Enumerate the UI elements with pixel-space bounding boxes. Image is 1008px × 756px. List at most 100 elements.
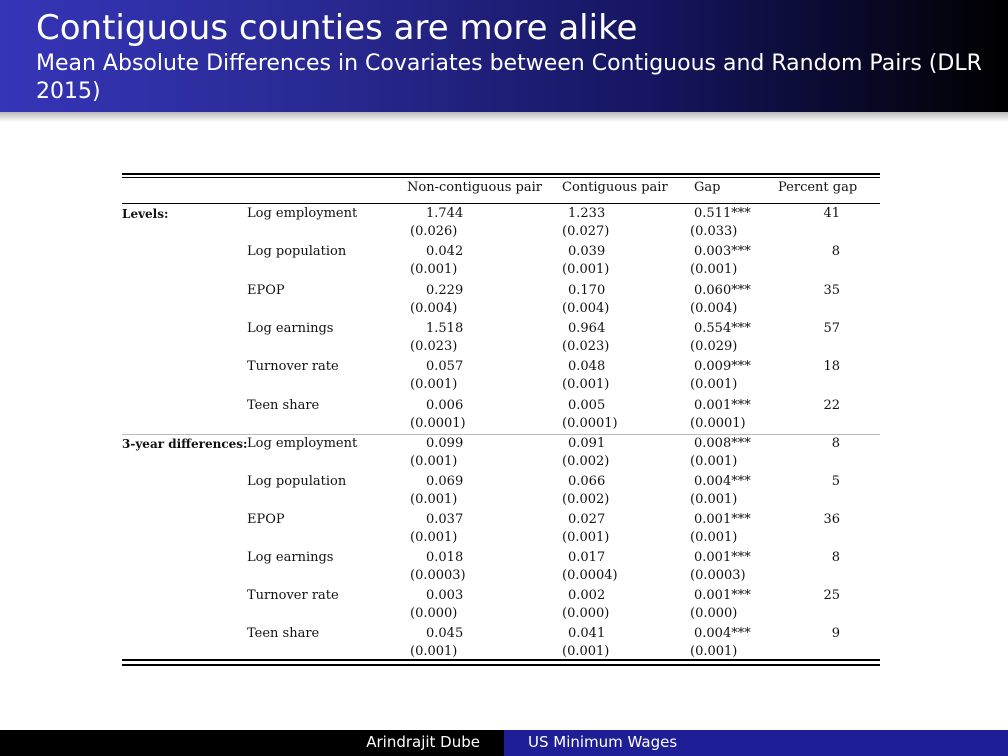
row-variable: Log population [247,474,347,489]
column-header: Gap [694,180,721,195]
percent-gap-value: 5 [831,474,840,489]
contig-value: 0.170 [568,283,606,298]
row-variable: Log employment [247,206,358,221]
contig-value: 0.066 [568,474,606,489]
noncontig-value: 0.069 [426,474,464,489]
gap-value: 0.001*** [694,512,751,527]
footer-bar: Arindrajit Dube US Minimum Wages [0,730,1008,756]
percent-gap-value: 8 [831,436,840,451]
gap-value: 0.001*** [694,550,751,565]
row-variable: Log earnings [247,321,334,336]
gap-value: 0.004*** [694,474,751,489]
row-variable: Turnover rate [247,588,339,603]
contig-se: (0.002) [562,454,610,469]
percent-gap-value: 8 [831,244,840,259]
contig-value: 0.964 [568,321,606,336]
contig-value: 0.002 [568,588,606,603]
contig-se: (0.027) [562,224,610,239]
noncontig-value: 0.042 [426,244,464,259]
percent-gap-value: 18 [823,359,840,374]
row-variable: Log population [247,244,347,259]
row-variable: EPOP [247,512,285,527]
contig-se: (0.001) [562,644,610,659]
gap-value: 0.008*** [694,436,751,451]
percent-gap-value: 41 [823,206,840,221]
percent-gap-value: 25 [823,588,840,603]
contig-se: (0.004) [562,301,610,316]
table-top-rule [122,173,880,175]
contig-se: (0.023) [562,339,610,354]
section-divider [122,434,880,435]
contig-value: 0.041 [568,626,606,641]
gap-se: (0.0001) [690,416,746,431]
contig-value: 0.017 [568,550,606,565]
gap-value: 0.003*** [694,244,751,259]
gap-value: 0.001*** [694,588,751,603]
slide-title: Contiguous counties are more alike [36,8,638,48]
noncontig-se: (0.001) [410,492,458,507]
gap-se: (0.001) [690,492,738,507]
noncontig-value: 0.006 [426,398,464,413]
gap-se: (0.001) [690,530,738,545]
noncontig-se: (0.023) [410,339,458,354]
noncontig-value: 0.057 [426,359,464,374]
row-variable: EPOP [247,283,285,298]
noncontig-se: (0.001) [410,454,458,469]
contig-se: (0.000) [562,606,610,621]
gap-se: (0.001) [690,262,738,277]
percent-gap-value: 22 [823,398,840,413]
noncontig-value: 0.099 [426,436,464,451]
footer-presentation-title: US Minimum Wages [528,733,678,751]
row-variable: Teen share [247,626,320,641]
noncontig-value: 1.518 [426,321,464,336]
noncontig-se: (0.001) [410,644,458,659]
gap-value: 0.009*** [694,359,751,374]
contig-value: 0.091 [568,436,606,451]
contig-se: (0.002) [562,492,610,507]
covariate-table: Non-contiguous pair Contiguous pair Gap Per… [122,172,880,670]
noncontig-se: (0.004) [410,301,458,316]
slide-header: Contiguous counties are more alike Mean … [0,0,1008,112]
noncontig-se: (0.0003) [410,568,466,583]
gap-value: 0.001*** [694,398,751,413]
row-variable: Log earnings [247,550,334,565]
contig-value: 0.005 [568,398,606,413]
contig-se: (0.001) [562,262,610,277]
section-label: 3-year differences: [122,437,248,451]
percent-gap-value: 8 [831,550,840,565]
percent-gap-value: 9 [831,626,840,641]
contig-value: 1.233 [568,206,606,221]
noncontig-se: (0.001) [410,262,458,277]
table-bottom-rule [122,664,880,666]
percent-gap-value: 36 [823,512,840,527]
noncontig-value: 0.003 [426,588,464,603]
footer-right: US Minimum Wages [504,730,1008,756]
header-rule [122,203,880,204]
column-header: Non-contiguous pair [407,180,542,195]
noncontig-value: 1.744 [426,206,464,221]
gap-se: (0.029) [690,339,738,354]
gap-se: (0.033) [690,224,738,239]
gap-value: 0.060*** [694,283,751,298]
contig-value: 0.027 [568,512,606,527]
gap-se: (0.004) [690,301,738,316]
noncontig-value: 0.037 [426,512,464,527]
contig-value: 0.039 [568,244,606,259]
gap-value: 0.554*** [694,321,751,336]
noncontig-se: (0.001) [410,377,458,392]
percent-gap-value: 35 [823,283,840,298]
gap-value: 0.004*** [694,626,751,641]
noncontig-se: (0.001) [410,530,458,545]
gap-se: (0.001) [690,377,738,392]
footer-left: Arindrajit Dube [0,730,504,756]
gap-se: (0.0003) [690,568,746,583]
noncontig-value: 0.229 [426,283,464,298]
column-header: Contiguous pair [562,180,668,195]
contig-value: 0.048 [568,359,606,374]
header-shadow [0,112,1008,122]
noncontig-se: (0.0001) [410,416,466,431]
gap-se: (0.001) [690,454,738,469]
contig-se: (0.001) [562,377,610,392]
section-label: Levels: [122,207,169,221]
contig-se: (0.0004) [562,568,618,583]
